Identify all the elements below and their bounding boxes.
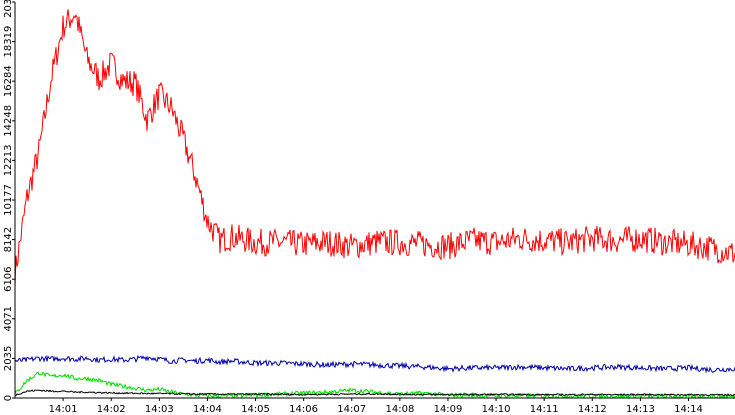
y-tick-label: 12213	[3, 144, 14, 176]
series-line-2	[14, 354, 735, 374]
x-tick-label: 14:10	[482, 404, 511, 415]
x-tick-label: 14:09	[434, 404, 463, 415]
x-tick-label: 14:07	[337, 404, 366, 415]
y-tick-label: 18319	[3, 26, 14, 58]
x-tick-label: 14:11	[530, 404, 559, 415]
y-tick-label: 2035	[3, 346, 14, 371]
series-line-4	[14, 389, 735, 397]
x-tick-label: 14:08	[385, 404, 414, 415]
y-tick-label: 4071	[3, 306, 14, 331]
series-layer	[14, 9, 735, 400]
y-tick-label: 14248	[3, 105, 14, 137]
y-tick-label: 10177	[3, 184, 14, 216]
y-tick-labels: 0 2035 4071 6106 8142 10177 12213 14248 16284 183…	[3, 0, 15, 401]
series-line-1	[14, 9, 735, 288]
y-tick-label: 20355	[3, 0, 14, 18]
series-line-3	[14, 371, 735, 400]
x-tick-label: 14:02	[97, 404, 126, 415]
x-tick-label: 14:06	[289, 404, 318, 415]
y-tick-label: 16284	[3, 65, 14, 97]
y-tick-label: 6106	[3, 266, 14, 291]
axis-layer	[14, 2, 735, 399]
x-tick-label: 14:03	[145, 404, 174, 415]
x-tick-label: 14:12	[578, 404, 607, 415]
x-tick-label: 14:04	[193, 404, 222, 415]
x-tick-label: 14:14	[674, 404, 703, 415]
y-tick-label: 0	[3, 395, 14, 401]
x-tick-label: 14:05	[241, 404, 270, 415]
x-tick-label: 14:01	[49, 404, 78, 415]
x-tick-labels: 14:01 14:02 14:03 14:04 14:05 14:06 14:07 14:08…	[49, 398, 703, 415]
y-tick-label: 8142	[3, 227, 14, 252]
x-tick-label: 14:13	[626, 404, 655, 415]
